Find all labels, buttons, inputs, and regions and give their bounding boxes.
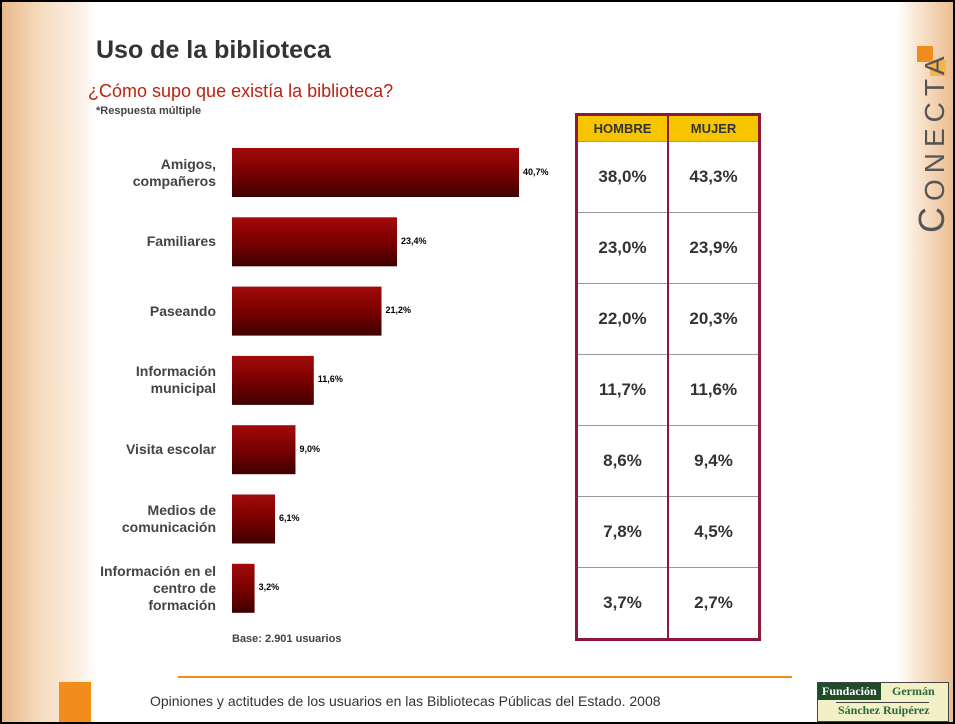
table-cell: 3,7% bbox=[577, 568, 669, 640]
table-cell: 2,7% bbox=[668, 568, 760, 640]
table-cell: 22,0% bbox=[577, 284, 669, 355]
category-label: Información en el centro de formación bbox=[88, 554, 216, 623]
value-label: 11,6% bbox=[318, 374, 343, 384]
table-row: 38,0%43,3% bbox=[577, 142, 760, 213]
footer-line bbox=[178, 676, 792, 678]
bar bbox=[232, 287, 381, 336]
category-label: Familiares bbox=[88, 207, 216, 276]
table-cell: 23,0% bbox=[577, 213, 669, 284]
bar bbox=[232, 148, 519, 197]
table-row: 8,6%9,4% bbox=[577, 426, 760, 497]
foundation-logo: Fundación Germán Sánchez Ruipérez bbox=[817, 682, 949, 722]
table-cell: 9,4% bbox=[668, 426, 760, 497]
table-row: 7,8%4,5% bbox=[577, 497, 760, 568]
logo-text: ONECTA bbox=[919, 50, 950, 201]
footer-text: Opiniones y actitudes de los usuarios en… bbox=[150, 693, 661, 709]
value-label: 6,1% bbox=[279, 513, 300, 523]
column-header: HOMBRE bbox=[577, 115, 669, 142]
bar bbox=[232, 425, 295, 474]
table-row: 3,7%2,7% bbox=[577, 568, 760, 640]
table-cell: 8,6% bbox=[577, 426, 669, 497]
bar bbox=[232, 356, 314, 405]
table-cell: 38,0% bbox=[577, 142, 669, 213]
table-row: 22,0%20,3% bbox=[577, 284, 760, 355]
bar bbox=[232, 217, 397, 266]
foundation-word: Sánchez Ruipérez bbox=[836, 702, 929, 718]
table-row: 23,0%23,9% bbox=[577, 213, 760, 284]
table-cell: 11,6% bbox=[668, 355, 760, 426]
table-cell: 4,5% bbox=[668, 497, 760, 568]
footer-logo bbox=[59, 682, 91, 722]
category-label: Información municipal bbox=[88, 346, 216, 415]
bar bbox=[232, 564, 255, 613]
logo-initial: C bbox=[911, 201, 952, 233]
value-label: 9,0% bbox=[299, 444, 320, 454]
bar bbox=[232, 495, 275, 544]
foundation-word: Fundación bbox=[818, 683, 881, 700]
table-cell: 23,9% bbox=[668, 213, 760, 284]
category-label: Visita escolar bbox=[88, 415, 216, 484]
foundation-word: Germán bbox=[892, 684, 935, 699]
value-label: 21,2% bbox=[385, 305, 411, 315]
category-label: Paseando bbox=[88, 277, 216, 346]
table-cell: 11,7% bbox=[577, 355, 669, 426]
value-label: 40,7% bbox=[523, 167, 549, 177]
table-cell: 43,3% bbox=[668, 142, 760, 213]
value-label: 23,4% bbox=[401, 236, 427, 246]
category-label: Medios de comunicación bbox=[88, 485, 216, 554]
value-label: 3,2% bbox=[259, 582, 280, 592]
table-row: 11,7%11,6% bbox=[577, 355, 760, 426]
column-header: MUJER bbox=[668, 115, 760, 142]
base-note: Base: 2.901 usuarios bbox=[232, 633, 341, 645]
logo-conecta: CONECTA bbox=[911, 93, 953, 233]
category-label: Amigos, compañeros bbox=[88, 138, 216, 207]
slide: Uso de la biblioteca ¿Cómo supo que exis… bbox=[0, 0, 955, 724]
table-cell: 20,3% bbox=[668, 284, 760, 355]
table-cell: 7,8% bbox=[577, 497, 669, 568]
